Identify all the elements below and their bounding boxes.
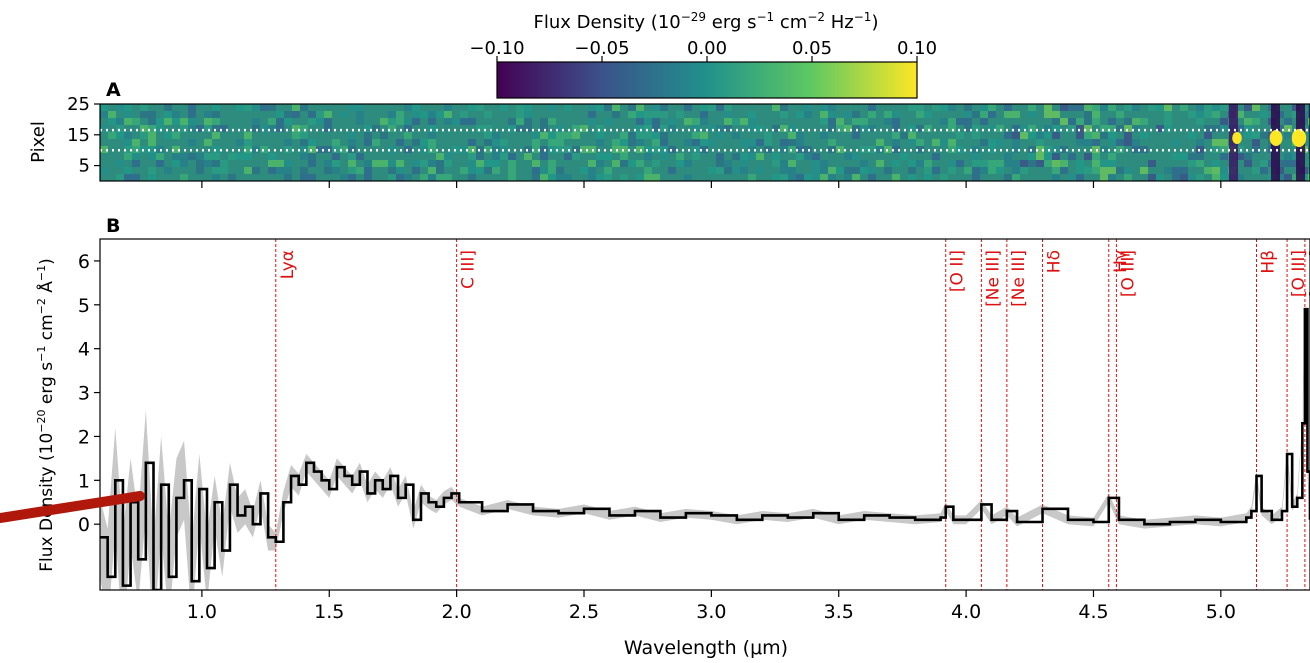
colorbar-tick-label: 0.10 <box>897 38 937 59</box>
emission-line-label: [O II] <box>948 250 968 292</box>
panel-b-ytick-label: 3 <box>78 383 90 405</box>
emission-line-label: Hδ <box>1045 250 1065 273</box>
panel-a-frame <box>99 103 1310 182</box>
annotation-stroke <box>0 491 145 523</box>
colorbar-tick-label: −0.10 <box>469 38 524 59</box>
panel-a-ytick-label: 15 <box>67 125 90 146</box>
panel-b-ytick-label: 4 <box>78 339 90 361</box>
panel-b-xtick-label: 5.0 <box>1206 601 1236 623</box>
panel-a-ytick-label: 25 <box>67 94 90 115</box>
panel-b-ytick-label: 6 <box>78 251 90 273</box>
panel-b-xtick-label: 3.0 <box>696 601 726 623</box>
panel-b-ytick-label: 5 <box>78 295 90 317</box>
emission-line-label: [O III] <box>1289 250 1309 297</box>
panel-b-ytick-label: 0 <box>78 514 90 536</box>
panel-b-frame <box>99 238 1310 591</box>
panel-b-xtick-label: 1.5 <box>314 601 344 623</box>
panel-a-xticks <box>201 181 1222 188</box>
colorbar-tick-label: 0.00 <box>687 38 727 59</box>
panel-b-label: B <box>106 215 120 237</box>
colorbar-title: Flux Density (10−29 erg s−1 cm−2 Hz−1) <box>534 10 879 33</box>
colorbar-tick-label: −0.05 <box>574 38 629 59</box>
emission-line-label: C III] <box>459 250 479 289</box>
panel-b-xtick-label: 4.0 <box>951 601 981 623</box>
panel-b-xtick-label: 3.5 <box>824 601 854 623</box>
emission-line-label: [O III] <box>1118 250 1138 297</box>
panel-b-xtick-label: 2.0 <box>442 601 472 623</box>
spectrum-uncertainty-band <box>100 302 1310 590</box>
panel-a-2d-spectrum <box>100 104 1310 181</box>
panel-a-ylabel: Pixel <box>28 121 49 163</box>
panel-b-ytick-label: 1 <box>78 470 90 492</box>
colorbar <box>496 61 918 99</box>
emission-line-label: Hγ <box>1111 250 1131 273</box>
panel-b-1d-spectrum: Lyα C III] [O II] [Ne III] [Ne III] Hδ Hγ[O II… <box>100 239 1310 590</box>
emission-line-label: Hβ <box>1259 250 1279 274</box>
colorbar-tick-label: 0.05 <box>792 38 832 59</box>
panel-b-xlabel: Wavelength (μm) <box>624 637 788 659</box>
emission-line-label: [Ne III] <box>1009 250 1029 307</box>
panel-b-xtick-label: 2.5 <box>569 601 599 623</box>
colorbar-ticks: −0.10 −0.05 0.00 0.05 0.10 <box>469 38 937 62</box>
panel-a-ytick-label: 5 <box>79 156 90 177</box>
panel-b-xticks: 1.0 1.5 2.0 2.5 3.0 3.5 4.0 4.5 5.0 <box>187 590 1236 623</box>
panel-b-xtick-label: 1.0 <box>187 601 217 623</box>
emission-line-label: Lyα <box>278 250 298 279</box>
spectrum-line <box>100 307 1310 590</box>
emission-line-label: [O III] <box>1307 250 1310 297</box>
panel-b-ylabel: Flux Density (10−20 erg s−1 cm−2 Å−1) <box>35 258 57 572</box>
panel-b-ytick-label: 2 <box>78 426 90 448</box>
panel-b-xtick-label: 4.5 <box>1078 601 1108 623</box>
panel-a-label: A <box>106 79 121 101</box>
panel-b-yticks: 6 5 4 3 2 1 0 <box>78 251 100 536</box>
panel-a-yticks: 25 15 5 <box>67 94 100 177</box>
emission-line-label: [Ne III] <box>983 250 1003 307</box>
